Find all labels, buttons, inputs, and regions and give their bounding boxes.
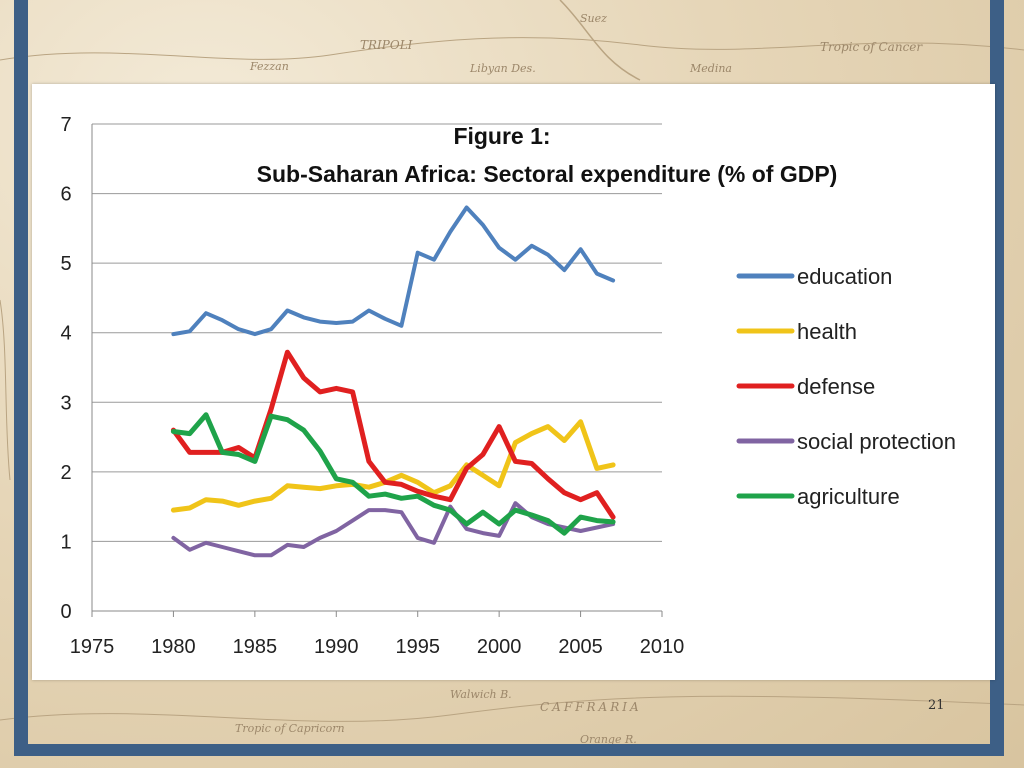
chart-card: 0 1 2 3 4 5 6 7 1975 1980 1985 1990 1995 2000 2005 2010…	[32, 84, 995, 680]
x-tick-label: 1985	[233, 636, 278, 658]
legend-label: agriculture	[797, 484, 900, 509]
series-line-education	[171, 205, 616, 337]
chart-subtitle: Sub-Saharan Africa: Sectoral expenditure…	[257, 161, 838, 187]
y-tick-label: 4	[60, 323, 71, 345]
map-label: Suez	[580, 12, 607, 25]
x-tick-label: 1990	[314, 636, 359, 658]
legend-label: social protection	[797, 429, 956, 454]
map-label: Medina	[690, 62, 732, 75]
map-label: Walwich B.	[450, 688, 512, 701]
series-line-agriculture	[170, 412, 616, 536]
y-tick-label: 2	[60, 462, 71, 484]
map-label: Orange R.	[580, 733, 637, 746]
y-tick-label: 5	[60, 253, 71, 275]
map-label: Fezzan	[250, 60, 289, 73]
y-tick-label: 0	[60, 601, 71, 623]
series-line-social-protection	[171, 501, 616, 558]
map-label: CAFFRARIA	[540, 700, 642, 714]
y-tick-label: 1	[60, 531, 71, 553]
legend-label: defense	[797, 374, 875, 399]
x-tick-label: 1975	[70, 636, 115, 658]
x-tick-label: 1995	[395, 636, 440, 658]
x-tick-label: 1980	[151, 636, 196, 658]
page-number: 21	[928, 698, 945, 713]
map-label: Tropic of Capricorn	[235, 722, 345, 735]
x-tick-label: 2005	[558, 636, 603, 658]
series-line-health	[170, 419, 616, 513]
map-label: Tropic of Cancer	[820, 40, 923, 54]
legend-label: education	[797, 264, 892, 289]
map-label: Libyan Des.	[470, 62, 536, 75]
chart-title: Figure 1:	[453, 123, 550, 149]
map-label: TRIPOLI	[360, 38, 413, 52]
line-chart: 0 1 2 3 4 5 6 7 1975 1980 1985 1990 1995 2000 2005 2010…	[60, 114, 956, 658]
y-tick-label: 7	[60, 114, 71, 136]
y-tick-label: 6	[60, 184, 71, 206]
x-tick-label: 2010	[640, 636, 685, 658]
x-tick-label: 2000	[477, 636, 521, 658]
series-line-defense	[170, 349, 616, 520]
legend-label: health	[797, 319, 857, 344]
y-tick-label: 3	[60, 392, 71, 414]
